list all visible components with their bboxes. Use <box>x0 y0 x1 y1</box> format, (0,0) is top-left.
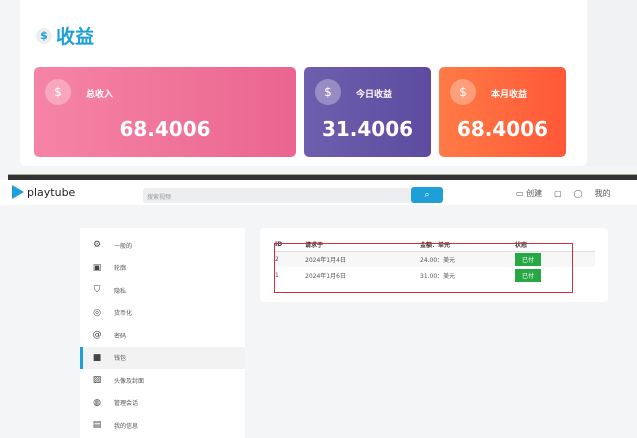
withdrawals-card: ID 请求于 金额：单元 状态 2 2024年1月4日 24.00：美元 已付 … <box>260 228 608 302</box>
sidebar-item-label: 管理会话 <box>114 400 139 408</box>
sidebar-item-label: 钱包 <box>114 355 127 363</box>
page-title: $ 收益 <box>36 22 94 49</box>
card-value: 68.4006 <box>119 117 211 141</box>
sidebar-item-label: 一般的 <box>114 242 133 250</box>
user-menu[interactable]: 我的 <box>594 189 611 198</box>
sidebar-item-label: 我的信息 <box>114 422 139 430</box>
sidebar-item-label: 轮廓 <box>114 265 127 273</box>
money-copy-icon: $ <box>45 79 71 105</box>
sidebar-item-profile[interactable]: ▣ 轮廓 <box>80 257 245 280</box>
sidebar-item-privacy[interactable]: ⛉ 隐私 <box>80 279 245 302</box>
card-value: 68.4006 <box>456 117 549 141</box>
card-label: 本月收益 <box>491 90 528 100</box>
upload-button[interactable]: ▭ 创建 <box>516 188 542 199</box>
status-badge: 已付 <box>515 268 542 282</box>
column-header-status: 状态 <box>515 238 595 252</box>
cell-id: 1 <box>275 271 279 279</box>
cell-date: 2024年1月4日 <box>305 251 420 267</box>
message-icon[interactable]: ▢ <box>554 189 562 198</box>
profile-icon: ▣ <box>92 262 102 273</box>
column-header-amount: 金额：单元 <box>420 238 515 252</box>
sidebar-item-wallet[interactable]: ■ 钱包 <box>80 346 245 369</box>
sidebar-item-password[interactable]: @ 密码 <box>80 324 245 347</box>
sidebar-item-my-info[interactable]: ▤ 我的信息 <box>80 414 245 437</box>
sidebar-item-avatar-cover[interactable]: ▨ 头像及封面 <box>80 369 245 392</box>
background <box>587 0 637 166</box>
settings-sidebar: ⚙ 一般的 ▣ 轮廓 ⛉ 隐私 ◎ 货币化 @ 密码 ■ 钱包 ▨ 头像及封面 ◍ 管理会话 ▤… <box>80 228 245 438</box>
search-input[interactable]: 搜索视频 <box>143 188 413 203</box>
wallet-icon: ■ <box>92 352 102 363</box>
column-header-requested: 请求于 <box>305 238 420 252</box>
table-row: 2 2024年1月4日 24.00：美元 已付 <box>275 251 595 267</box>
money-copy-icon: $ <box>450 79 476 105</box>
sidebar-item-label: 密码 <box>114 332 127 340</box>
card-label: 今日收益 <box>356 90 393 100</box>
lock-icon: @ <box>92 330 102 341</box>
card-label: 总收入 <box>86 90 114 100</box>
gear-icon: ⚙ <box>92 240 102 251</box>
today-earnings-card: $ 今日收益 31.4006 <box>304 67 431 157</box>
logo-text: playtube <box>27 185 76 199</box>
coin-icon: $ <box>36 27 52 44</box>
sidebar-item-label: 头像及封面 <box>114 377 145 385</box>
document-icon: ▤ <box>92 420 102 431</box>
video-camera-icon: ▭ <box>516 189 524 198</box>
month-earnings-card: $ 本月收益 68.4006 <box>439 67 566 157</box>
search-icon: ⌕ <box>424 190 430 200</box>
logo[interactable]: playtube <box>12 185 75 199</box>
status-badge: 已付 <box>515 252 542 266</box>
upload-label: 创建 <box>526 189 543 198</box>
sidebar-item-general[interactable]: ⚙ 一般的 <box>80 234 245 257</box>
coin-icon: ◎ <box>93 307 101 318</box>
table-row: 1 2024年1月6日 31.00：美元 已付 <box>275 267 595 283</box>
shield-icon: ⛉ <box>93 285 101 296</box>
image-icon: ▨ <box>92 375 102 386</box>
cell-date: 2024年1月6日 <box>305 272 346 280</box>
sidebar-item-sessions[interactable]: ◍ 管理会话 <box>80 392 245 415</box>
cell-amount: 31.00：美元 <box>420 272 456 280</box>
column-header-id: ID <box>275 238 305 252</box>
earnings-title: 收益 <box>56 26 95 48</box>
search-button[interactable]: ⌕ <box>411 187 443 203</box>
fingerprint-icon: ◍ <box>93 397 101 408</box>
browser-strip <box>8 174 637 180</box>
sidebar-item-label: 隐私 <box>114 287 127 295</box>
bell-icon[interactable]: ◯ <box>573 189 583 198</box>
withdrawals-table: ID 请求于 金额：单元 状态 2 2024年1月4日 24.00：美元 已付 … <box>275 238 595 283</box>
total-income-card: $ 总收入 68.4006 <box>34 67 296 157</box>
highlight-box <box>274 243 573 293</box>
top-header: playtube 搜索视频 ⌕ ▭ 创建 ▢ ◯ 我的 <box>0 180 637 205</box>
money-copy-icon: $ <box>315 79 341 105</box>
cell-id: 2 <box>275 251 305 267</box>
cell-amount: 24.00：美元 <box>420 251 515 267</box>
sidebar-item-monetization[interactable]: ◎ 货币化 <box>80 302 245 325</box>
sidebar-item-label: 货币化 <box>114 310 133 318</box>
play-logo-icon <box>12 185 24 199</box>
card-value: 31.4006 <box>321 117 414 141</box>
